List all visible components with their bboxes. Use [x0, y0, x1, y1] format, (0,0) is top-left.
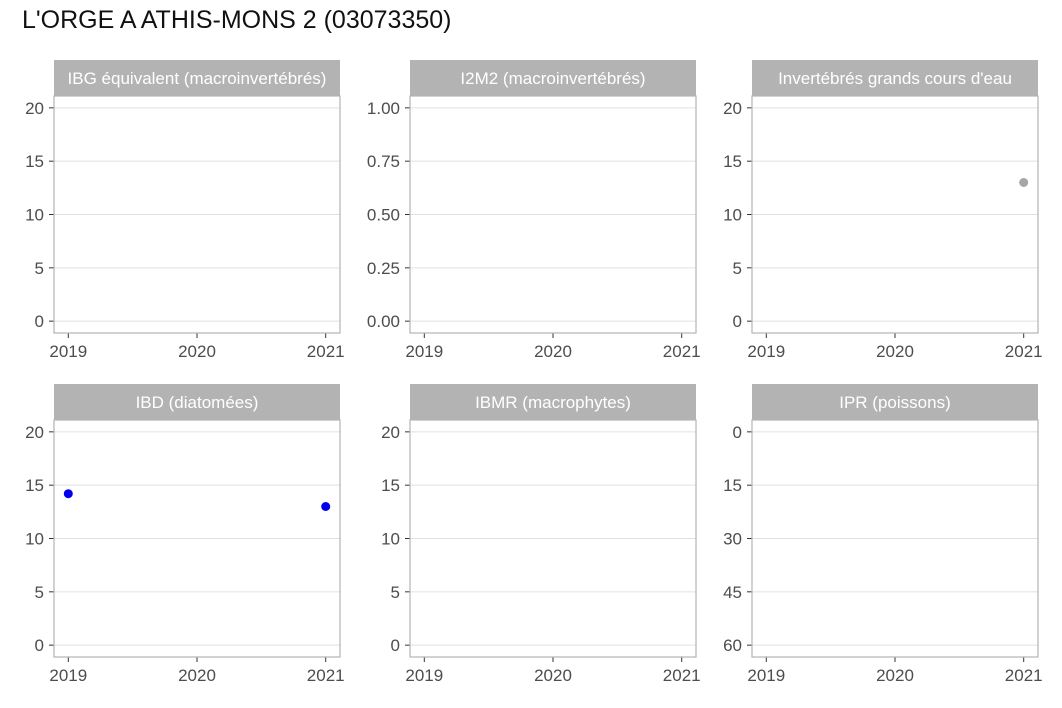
panel-4-x-tick-label: 2021 [307, 666, 345, 685]
panel-6-y-tick-label: 30 [723, 530, 742, 549]
panel-6-x-tick-label: 2020 [876, 666, 914, 685]
panel-1-y-tick-label: 15 [25, 152, 44, 171]
panel-3-y-tick-label: 10 [723, 206, 742, 225]
panel-4-y-tick-label: 0 [35, 636, 44, 655]
panel-3-x-tick-label: 2019 [747, 342, 785, 361]
panel-2-y-tick-label: 0.50 [367, 206, 400, 225]
panel-4-x-tick-label: 2019 [49, 666, 87, 685]
panel-5-y-tick-label: 15 [381, 476, 400, 495]
panel-4-x-tick-label: 2020 [178, 666, 216, 685]
panel-4-y-tick-label: 15 [25, 476, 44, 495]
panel-6-x-tick-label: 2019 [747, 666, 785, 685]
panel-4-data-point [64, 489, 73, 498]
panel-3-y-tick-label: 0 [733, 312, 742, 331]
panel-1-strip-label: IBG équivalent (macroinvertébrés) [68, 69, 327, 88]
panel-4-y-tick-label: 20 [25, 423, 44, 442]
panel-2-y-tick-label: 0.25 [367, 259, 400, 278]
panel-6-y-tick-label: 45 [723, 583, 742, 602]
panel-1-x-tick-label: 2019 [49, 342, 87, 361]
panel-1-y-tick-label: 10 [25, 206, 44, 225]
panel-6-y-tick-label: 60 [723, 636, 742, 655]
panel-3-x-tick-label: 2020 [876, 342, 914, 361]
panel-2-x-tick-label: 2019 [405, 342, 443, 361]
panel-6-x-tick-label: 2021 [1005, 666, 1043, 685]
panel-6-strip-label: IPR (poissons) [839, 393, 950, 412]
panel-2-y-tick-label: 1.00 [367, 99, 400, 118]
panel-2-y-tick-label: 0.00 [367, 312, 400, 331]
panel-2-x-tick-label: 2020 [534, 342, 572, 361]
panel-5-x-tick-label: 2020 [534, 666, 572, 685]
panel-5-y-tick-label: 5 [391, 583, 400, 602]
panel-5-strip-label: IBMR (macrophytes) [475, 393, 631, 412]
panel-1-y-tick-label: 0 [35, 312, 44, 331]
panel-4-data-point [321, 502, 330, 511]
panel-6-y-tick-label: 15 [723, 476, 742, 495]
panel-4-y-tick-label: 5 [35, 583, 44, 602]
panel-6-y-tick-label: 0 [733, 423, 742, 442]
panel-3-y-tick-label: 5 [733, 259, 742, 278]
panel-2-strip-label: I2M2 (macroinvertébrés) [460, 69, 645, 88]
panel-1-x-tick-label: 2020 [178, 342, 216, 361]
panel-3-y-tick-label: 15 [723, 152, 742, 171]
panel-1-x-tick-label: 2021 [307, 342, 345, 361]
panel-3-strip-label: Invertébrés grands cours d'eau [778, 69, 1012, 88]
panel-5-x-tick-label: 2019 [405, 666, 443, 685]
panel-3-data-point [1019, 178, 1028, 187]
panel-2-y-tick-label: 0.75 [367, 152, 400, 171]
panel-2-x-tick-label: 2021 [663, 342, 701, 361]
panel-5-x-tick-label: 2021 [663, 666, 701, 685]
panel-1-y-tick-label: 5 [35, 259, 44, 278]
panel-3-x-tick-label: 2021 [1005, 342, 1043, 361]
panel-5-y-tick-label: 20 [381, 423, 400, 442]
panel-4-y-tick-label: 10 [25, 530, 44, 549]
panel-5-y-tick-label: 0 [391, 636, 400, 655]
panel-1-y-tick-label: 20 [25, 99, 44, 118]
panel-3-y-tick-label: 20 [723, 99, 742, 118]
panel-5-y-tick-label: 10 [381, 530, 400, 549]
panel-4-strip-label: IBD (diatomées) [136, 393, 259, 412]
